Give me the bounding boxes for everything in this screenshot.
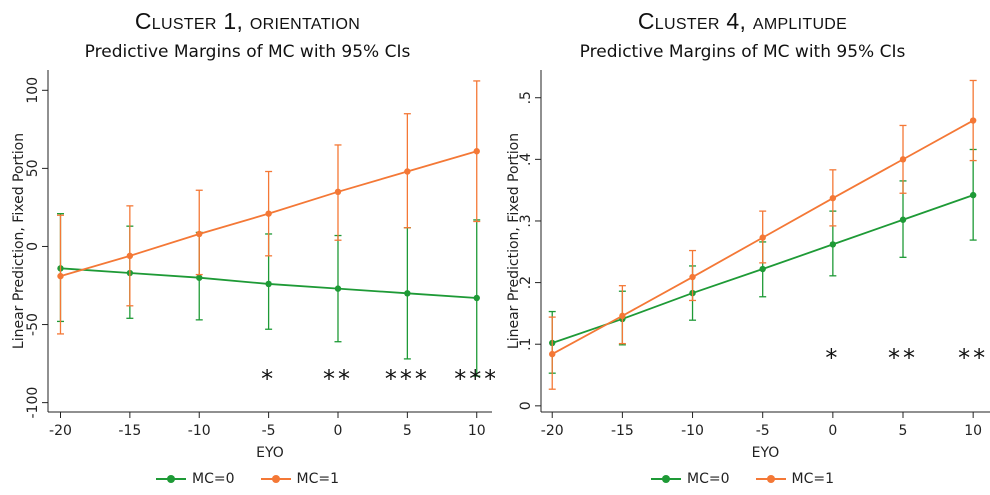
x-tick-label: -15	[118, 423, 141, 439]
chart-plot-cluster-4: -20 -15 -10 -5 0 5 10 0 .1 .2 .3 .4 .5 EYO Linear Pred…	[506, 70, 990, 461]
significance-annotation: **	[958, 344, 988, 372]
series-mc1-point	[969, 117, 977, 124]
x-tick-label: -20	[49, 423, 72, 439]
chart-panel-cluster-1: Cluster 1, orientation Predictive Margin…	[0, 8, 495, 487]
series-mc1-point	[334, 188, 342, 196]
series-mc0-point	[969, 191, 977, 199]
significance-annotation: *	[261, 365, 276, 393]
legend-label: MC=1	[791, 471, 835, 487]
x-tick-label: 10	[468, 423, 486, 439]
significance-annotation: *	[825, 344, 840, 372]
x-axis-title: EYO	[256, 445, 284, 461]
x-tick-label: 0	[828, 423, 837, 439]
series-mc1-point	[829, 194, 837, 202]
y-tick-label: 50	[25, 159, 41, 177]
y-axis-title: Linear Prediction, Fixed Portion	[506, 133, 522, 349]
chart-subtitle: Predictive Margins of MC with 95% CIs	[84, 42, 411, 62]
legend-label: MC=0	[687, 471, 730, 487]
y-tick-label: 0	[518, 401, 534, 410]
series-mc1-point	[126, 252, 134, 260]
series-mc1-point	[404, 168, 411, 175]
legend-label: MC=0	[192, 471, 235, 487]
series-mc0-point	[829, 241, 837, 248]
significance-annotation: ***	[454, 365, 495, 393]
x-tick-label: -10	[681, 423, 704, 439]
significance-annotation: ***	[385, 365, 430, 393]
x-tick-label: -5	[262, 423, 276, 439]
legend-marker-mc1-icon	[260, 474, 291, 484]
x-tick-label: 5	[899, 423, 908, 439]
x-axis-title: EYO	[752, 445, 780, 461]
legend-item-mc0: MC=0	[651, 471, 730, 487]
series-mc0-point	[334, 285, 342, 292]
series-mc1-point	[57, 272, 64, 280]
y-tick-label: .5	[518, 91, 534, 104]
series-mc0-point	[473, 294, 480, 302]
x-tick-label: -5	[756, 423, 770, 439]
y-tick-label: .4	[518, 153, 534, 166]
series-mc1-point	[549, 350, 556, 358]
series-mc1-point	[196, 230, 203, 238]
significance-annotation: **	[888, 344, 918, 372]
series-mc0-point	[404, 290, 411, 297]
chart-title: Cluster 4, amplitude	[637, 8, 848, 34]
x-tick-label: 0	[334, 423, 343, 439]
legend-marker-mc0-icon	[651, 474, 681, 484]
series-mc0-point	[196, 274, 203, 281]
series-mc0-point	[759, 265, 766, 273]
chart-subtitle: Predictive Margins of MC with 95% CIs	[579, 42, 906, 62]
series-mc1-point	[473, 148, 480, 155]
x-tick-label: -10	[188, 423, 211, 439]
significance-annotation: **	[323, 365, 353, 393]
chart-title: Cluster 1, orientation	[134, 8, 361, 34]
x-tick-label: -15	[611, 423, 634, 439]
legend-item-mc0: MC=0	[156, 471, 235, 487]
x-tick-label: 10	[964, 423, 982, 439]
legend-marker-mc1-icon	[755, 474, 786, 484]
y-axis-title: Linear Prediction, Fixed Portion	[11, 133, 27, 349]
series-mc1-point	[899, 156, 907, 163]
series-mc0-point	[265, 280, 272, 288]
legend-item-mc1: MC=1	[755, 471, 835, 487]
series-mc1-point	[265, 210, 272, 217]
legend-item-mc1: MC=1	[260, 471, 340, 487]
x-tick-label: -20	[541, 423, 564, 439]
chart-legend: MC=0 MC=1	[0, 471, 495, 487]
series-mc0-point	[899, 216, 907, 223]
y-tick-label: -100	[25, 387, 41, 419]
series-mc1-point	[689, 273, 696, 281]
series-mc1-point	[619, 312, 626, 320]
y-tick-label: .3	[518, 214, 534, 227]
legend-marker-mc0-icon	[156, 474, 186, 484]
y-tick-label: .2	[518, 276, 534, 289]
x-tick-label: 5	[403, 423, 412, 439]
y-tick-label: .1	[518, 338, 534, 351]
chart-panel-cluster-4: Cluster 4, amplitude Predictive Margins …	[495, 0, 990, 495]
series-mc1-point	[759, 234, 766, 241]
chart-legend: MC=0 MC=1	[495, 471, 990, 487]
legend-label: MC=1	[296, 471, 340, 487]
y-tick-label: 0	[25, 242, 41, 251]
y-tick-label: -50	[25, 313, 41, 336]
y-tick-label: 100	[25, 77, 41, 104]
